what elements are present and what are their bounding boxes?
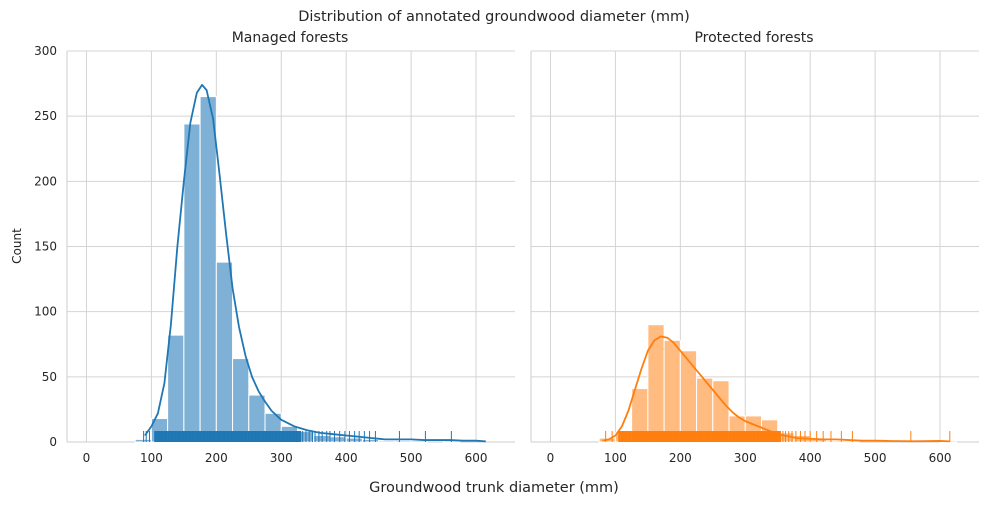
figure-xlabel: Groundwood trunk diameter (mm) <box>369 480 619 496</box>
histogram-bar <box>167 334 185 443</box>
panel-managed-forests: Managed forests Count 0 100 200 300 400 500 60… <box>10 30 515 465</box>
histogram-bar <box>825 440 844 443</box>
histogram-bar <box>183 123 201 443</box>
rug-marks <box>143 431 452 442</box>
x-tick-label: 200 <box>205 451 228 465</box>
histogram-bar <box>329 436 347 443</box>
figure-title: Distribution of annotated groundwood dia… <box>298 9 690 25</box>
y-tick-label: 100 <box>34 305 57 319</box>
histogram-bar <box>679 350 698 443</box>
y-tick-label: 150 <box>34 240 57 254</box>
rug-marks <box>605 431 951 442</box>
y-axis-label: Count <box>10 228 24 264</box>
kde-curve <box>602 335 950 443</box>
x-tick-label: 400 <box>799 451 822 465</box>
x-tick-label: 0 <box>83 451 91 465</box>
x-tick-label: 300 <box>734 451 757 465</box>
x-tick-label: 500 <box>400 451 423 465</box>
x-tick-label: 100 <box>604 451 627 465</box>
histogram-bar <box>663 339 681 443</box>
panel-title: Managed forests <box>232 30 349 46</box>
x-tick-label: 200 <box>669 451 692 465</box>
x-tick-label: 100 <box>140 451 163 465</box>
histogram-bar <box>215 261 234 443</box>
x-tick-label: 600 <box>465 451 488 465</box>
kde-curve <box>144 83 486 443</box>
histogram-bar <box>232 358 250 443</box>
y-tick-label: 300 <box>34 44 57 58</box>
x-tick-label: 600 <box>929 451 952 465</box>
x-tick-label: 300 <box>270 451 293 465</box>
histogram-bar <box>647 324 665 443</box>
y-tick-label: 50 <box>42 370 57 384</box>
panel-protected-forests: Protected forests 0 100 200 300 400 500 600 <box>530 30 979 465</box>
histogram-bar <box>378 440 396 443</box>
x-tick-label: 500 <box>864 451 887 465</box>
panel-title: Protected forests <box>694 30 813 46</box>
y-tick-label: 0 <box>49 435 57 449</box>
histogram-bar <box>394 440 412 443</box>
y-tick-label: 250 <box>34 109 57 123</box>
histogram-bar <box>199 96 217 443</box>
x-tick-label: 0 <box>547 451 555 465</box>
y-tick-label: 200 <box>34 174 57 188</box>
x-tick-label: 400 <box>335 451 358 465</box>
